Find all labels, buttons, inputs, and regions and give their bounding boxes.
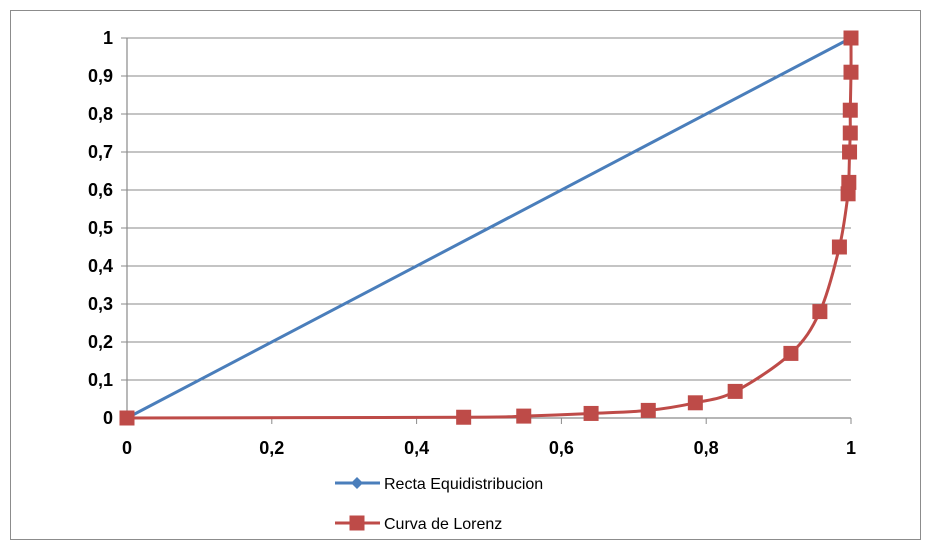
data-point	[727, 383, 743, 399]
data-point	[516, 408, 532, 424]
legend-item: Curva de Lorenz	[335, 515, 502, 533]
x-tick-label: 0,2	[259, 438, 284, 458]
data-point	[783, 345, 799, 361]
data-point	[842, 144, 858, 160]
chart-border	[10, 10, 921, 540]
data-point	[831, 239, 847, 255]
x-tick-label: 0,4	[404, 438, 429, 458]
x-tick-label: 0,6	[549, 438, 574, 458]
y-tick-label: 0,4	[88, 256, 113, 276]
y-tick-label: 1	[103, 28, 113, 48]
data-point	[843, 64, 859, 80]
y-tick-label: 0,9	[88, 66, 113, 86]
data-point	[842, 102, 858, 118]
data-point	[640, 402, 656, 418]
data-point	[119, 410, 135, 426]
y-tick-label: 0,6	[88, 180, 113, 200]
y-tick-label: 0,3	[88, 294, 113, 314]
y-tick-label: 0,5	[88, 218, 113, 238]
series-recta-equidistribucion	[126, 36, 852, 420]
y-tick-label: 0,7	[88, 142, 113, 162]
y-tick-label: 0,2	[88, 332, 113, 352]
legend-marker	[351, 477, 363, 489]
legend: Recta Equidistribucion Curva de Lorenz	[335, 476, 543, 533]
series	[119, 30, 859, 426]
x-tick-label: 0,8	[694, 438, 719, 458]
series-curva-de-lorenz	[119, 30, 859, 426]
data-point	[843, 30, 859, 46]
x-tick-label: 0	[122, 438, 132, 458]
data-point	[456, 409, 472, 425]
legend-label: Curva de Lorenz	[384, 516, 502, 533]
y-tick-label: 0,8	[88, 104, 113, 124]
legend-marker	[349, 515, 365, 531]
data-point	[841, 174, 857, 190]
y-tick-label: 0	[103, 408, 113, 428]
data-point	[812, 304, 828, 320]
legend-item: Recta Equidistribucion	[335, 476, 543, 493]
data-point	[687, 395, 703, 411]
x-tick-label: 1	[846, 438, 856, 458]
legend-label: Recta Equidistribucion	[384, 476, 543, 493]
series-line	[126, 36, 852, 420]
axes: 0 0,1 0,2 0,3 0,4 0,5 0,6 0,7 0,8 0,9 1 0 0,2 0,4 0,6 0…	[88, 28, 856, 458]
data-point	[842, 125, 858, 141]
data-point	[840, 186, 856, 202]
data-point	[583, 405, 599, 421]
y-tick-label: 0,1	[88, 370, 113, 390]
